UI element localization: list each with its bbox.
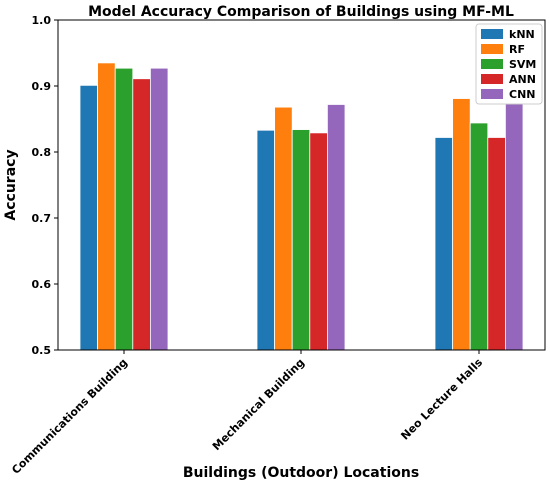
y-tick-label: 0.8 — [32, 146, 52, 159]
y-axis: 0.5 0.6 0.7 0.8 0.9 1.0 — [32, 14, 58, 357]
y-axis-label: Accuracy — [3, 149, 19, 220]
x-tick-label: Mechanical Building — [210, 356, 307, 453]
bar-ann-1 — [309, 132, 328, 351]
legend-swatch-cnn — [481, 89, 503, 99]
bar-cnn-1 — [326, 104, 346, 351]
x-axis-label: Buildings (Outdoor) Locations — [183, 465, 419, 481]
y-tick-label: 0.5 — [32, 344, 52, 357]
bar-cnn-2 — [504, 98, 524, 351]
legend-label-ann: ANN — [509, 73, 536, 86]
x-tick-label: Neo Lecture Halls — [398, 356, 485, 443]
bar-svm-0 — [114, 67, 134, 351]
plot-frame — [57, 19, 546, 351]
bar-knn-2 — [434, 137, 454, 351]
x-axis: Communications Building Mechanical Buildi… — [9, 350, 485, 477]
bar-rf-0 — [97, 62, 116, 351]
y-tick-label: 0.6 — [32, 278, 52, 291]
bar-rf-2 — [452, 98, 471, 351]
x-tick-label: Communications Building — [9, 356, 130, 477]
chart-title: Model Accuracy Comparison of Buildings u… — [88, 4, 514, 20]
y-tick-label: 1.0 — [32, 14, 52, 27]
legend-swatch-ann — [481, 74, 503, 84]
bar-svm-2 — [469, 122, 489, 351]
legend-label-rf: RF — [509, 43, 525, 56]
legend-swatch-svm — [481, 59, 503, 69]
bar-knn-1 — [256, 129, 276, 351]
y-tick-label: 0.7 — [32, 212, 52, 225]
legend-swatch-knn — [481, 29, 503, 39]
legend: kNN RF SVM ANN CNN — [475, 23, 543, 105]
legend-label-cnn: CNN — [509, 88, 536, 101]
bar-ann-0 — [132, 78, 151, 351]
bar-knn-0 — [79, 84, 99, 351]
y-tick-label: 0.9 — [32, 80, 52, 93]
legend-label-knn: kNN — [509, 28, 535, 41]
bar-svm-1 — [291, 129, 311, 351]
bar-rf-1 — [274, 106, 293, 351]
bars-group — [79, 62, 524, 351]
legend-label-svm: SVM — [509, 58, 536, 71]
bar-cnn-0 — [149, 67, 169, 351]
legend-swatch-rf — [481, 44, 503, 54]
bar-ann-2 — [487, 137, 506, 351]
